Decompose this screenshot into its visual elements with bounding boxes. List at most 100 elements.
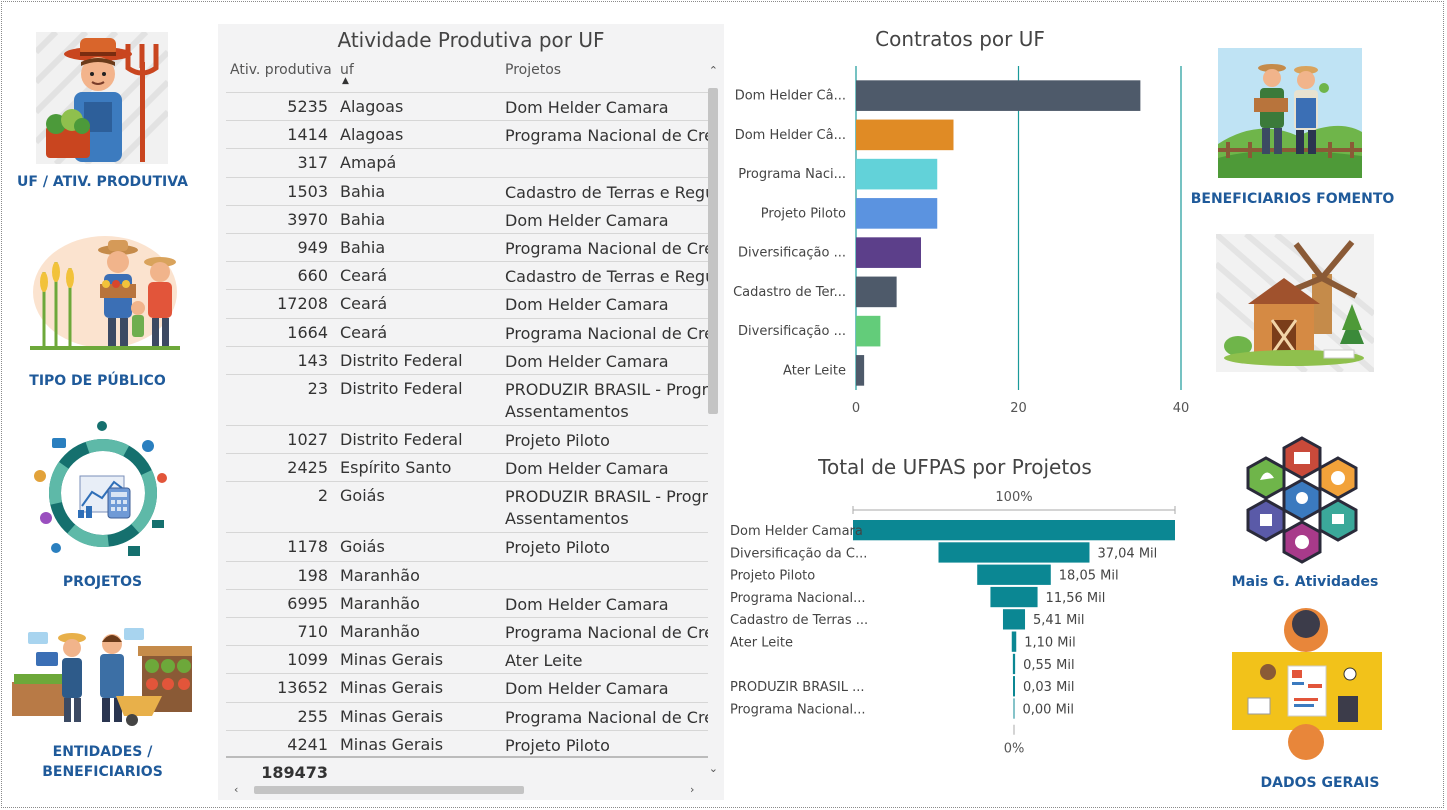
atividade-produtiva-table: Atividade Produtiva por UF Ativ. produti… [218,24,724,800]
nav-uf-ativ-produtiva[interactable]: UF / ATIV. PRODUTIVA [0,26,205,202]
vertical-scrollbar[interactable] [708,88,718,414]
dados-gerais-label[interactable]: DADOS GERAIS [1260,775,1380,791]
funnel-bar[interactable] [1002,609,1026,630]
table-row[interactable]: 23 Distrito Federal PRODUZIR BRASIL - Prog… [226,374,708,426]
table-row[interactable]: 1099 Minas Gerais Ater Leite [226,645,708,674]
nav-projetos[interactable]: PROJETOS [0,416,205,596]
table-row[interactable]: 317 Amapá [226,148,708,177]
cell-projetos-line: Assentamentos [505,509,629,529]
funnel-bar[interactable] [977,564,1051,585]
scroll-down-icon[interactable]: ⌄ [708,762,718,775]
bar[interactable] [856,198,938,229]
cell-ativ-produtiva: 1099 [287,650,328,670]
header-uf[interactable]: uf [340,62,354,78]
cell-ativ-produtiva: 710 [297,622,328,641]
bar[interactable] [856,276,897,308]
bar[interactable] [856,315,881,347]
funnel-bar[interactable] [1013,698,1015,719]
hexagon-activities-icon[interactable] [1234,434,1370,570]
cell-ativ-produtiva: 660 [297,266,328,286]
cell-projetos-line: Dom Helder Camara [505,459,669,479]
cell-uf: Ceará [340,294,388,314]
funnel-bar[interactable] [1011,631,1017,652]
cell-projetos-line: Dom Helder Camara [505,351,669,371]
table-row[interactable]: 710 Maranhão Programa Nacional de Crédi [226,617,708,646]
cell-uf: Bahia [340,238,386,257]
cell-ativ-produtiva: 2425 [287,458,328,478]
cell-projetos: Dom Helder Camara [505,97,708,119]
bar[interactable] [856,80,1141,111]
cell-projetos-line: PRODUZIR BRASIL - Prograr [505,380,708,399]
nav-entidades-beneficiarios[interactable]: ENTIDADES / BENEFICIARIOS [0,618,205,788]
cell-uf: Minas Gerais [340,650,444,670]
table-row[interactable]: 1027 Distrito Federal Projeto Piloto [226,425,708,454]
cell-ativ-produtiva: 1503 [287,181,328,201]
cell-projetos-line: Dom Helder Camara [505,594,669,614]
nav-entidades-label-line1: ENTIDADES / [52,744,153,760]
table-row[interactable]: 4241 Minas Gerais Projeto Piloto [226,729,708,756]
table-row[interactable]: 660 Ceará Cadastro de Terras e Regula [226,261,708,290]
funnel-bar[interactable] [1012,653,1016,675]
cell-uf: Minas Gerais [340,706,444,726]
cell-uf: Maranhão [340,593,420,613]
bar[interactable] [856,158,938,190]
table-row[interactable]: 1178 Goiás Projeto Piloto [226,532,708,561]
farmer-couple-icon[interactable] [1218,48,1362,178]
funnel-bar[interactable] [990,586,1038,608]
cell-projetos: PRODUZIR BRASIL - Prograr Assentamentos [505,486,708,530]
table-row[interactable]: 3970 Bahia Dom Helder Camara [226,204,708,234]
x-tick-label: 20 [1010,401,1027,416]
cell-uf: Distrito Federal [340,430,463,449]
cell-uf: Minas Gerais [340,734,444,754]
header-projetos[interactable]: Projetos [505,62,562,78]
table-row[interactable]: 2425 Espírito Santo Dom Helder Camara [226,453,708,482]
meeting-table-icon[interactable] [1232,608,1382,760]
cell-projetos: Programa Nacional de Crédi [505,125,708,147]
header-ativ-produtiva[interactable]: Ativ. produtiva [230,62,332,78]
cell-ativ-produtiva: 5235 [287,97,328,116]
table-row[interactable]: 255 Minas Gerais Programa Nacional de Créd… [226,701,708,731]
cell-projetos-line: Programa Nacional de Crédi [505,623,708,642]
table-row[interactable]: 6995 Maranhão Dom Helder Camara [226,588,708,618]
cell-projetos: Dom Helder Camara [505,210,708,232]
cell-projetos-line: Programa Nacional de Crédi [505,323,708,343]
y-category-label: Cadastro de Ter... [733,285,846,300]
scroll-right-icon[interactable]: › [690,783,695,796]
cell-projetos-line: Dom Helder Camara [505,295,669,315]
scroll-up-icon[interactable]: ⌃ [708,64,718,77]
funnel-category-label: Programa Nacional... [730,702,866,717]
funnel-bar[interactable] [938,542,1090,563]
table-row[interactable]: 143 Distrito Federal Dom Helder Camara [226,345,708,375]
scroll-left-icon[interactable]: ‹ [234,783,239,796]
table-row[interactable]: 198 Maranhão [226,560,708,590]
bar[interactable] [856,355,865,386]
table-row[interactable]: 949 Bahia Programa Nacional de Crédi [226,233,708,262]
table-row[interactable]: 17208 Ceará Dom Helder Camara [226,289,708,318]
table-row[interactable]: 5235 Alagoas Dom Helder Camara [226,92,708,121]
table-row[interactable]: 1664 Ceará Programa Nacional de Crédi [226,317,708,347]
bar[interactable] [856,237,921,268]
bar[interactable] [856,119,954,151]
cell-projetos-line: Cadastro de Terras e Regula [505,267,708,287]
funnel-bar[interactable] [1013,676,1015,697]
beneficiarios-fomento-label[interactable]: BENEFICIARIOS FOMENTO [1190,191,1395,207]
mais-g-atividades-label[interactable]: Mais G. Atividades [1231,574,1379,590]
bar-chart-title: Contratos por UF [875,27,1045,51]
table-row[interactable]: 1414 Alagoas Programa Nacional de Crédi [226,120,708,149]
cell-projetos: Dom Helder Camara [505,294,708,316]
y-category-label: Diversificação ... [738,246,846,261]
cell-uf: Goiás [340,486,385,506]
horizontal-scrollbar[interactable] [254,786,524,794]
nav-tipo-de-publico[interactable]: TIPO DE PÚBLICO [0,226,205,396]
cell-projetos-line: Programa Nacional de Crédi [505,126,708,146]
table-row[interactable]: 13652 Minas Gerais Dom Helder Camara [226,673,708,702]
cell-uf: Amapá [340,153,397,173]
cell-projetos-line: Programa Nacional de Crédi [505,239,708,258]
funnel-bar[interactable] [853,520,1175,541]
table-row[interactable]: 1503 Bahia Cadastro de Terras e Regula [226,176,708,206]
cell-projetos-line: Cadastro de Terras e Regula [505,182,708,202]
cell-projetos: Ater Leite [505,650,708,672]
nav-entidades-label-line2: BENEFICIARIOS [42,764,163,780]
table-row[interactable]: 2 Goiás PRODUZIR BRASIL - Prograr Assentame… [226,481,708,533]
cell-projetos-line: PRODUZIR BRASIL - Prograr [505,487,708,507]
